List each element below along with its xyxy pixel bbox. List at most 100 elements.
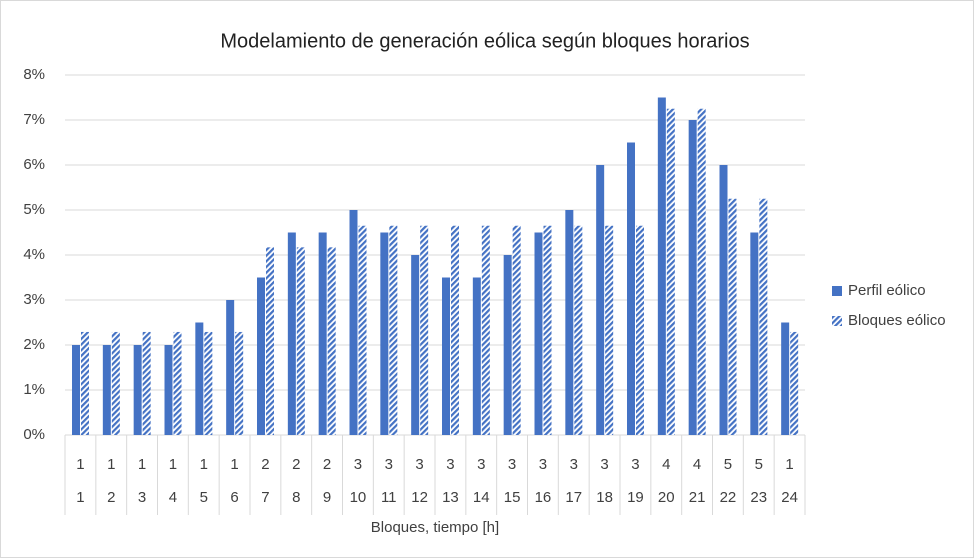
- y-tick-label: 0%: [23, 426, 45, 443]
- bar: [195, 322, 204, 435]
- bar: [389, 225, 398, 435]
- x-axis-title: Bloques, tiempo [h]: [371, 519, 499, 536]
- x-tick-label: 15: [504, 489, 521, 506]
- x-group-label: 2: [261, 456, 269, 473]
- y-tick-label: 3%: [23, 291, 45, 308]
- bar: [111, 331, 120, 435]
- x-group-label: 1: [169, 456, 177, 473]
- x-group-label: 3: [631, 456, 639, 473]
- x-group-label: 1: [107, 456, 115, 473]
- bar: [257, 277, 265, 435]
- x-group-label: 3: [600, 456, 608, 473]
- bar: [72, 345, 80, 435]
- x-tick-label: 10: [350, 489, 367, 506]
- x-group-label: 1: [138, 456, 146, 473]
- bar: [226, 300, 235, 435]
- bar: [318, 232, 327, 435]
- x-tick-label: 23: [750, 489, 767, 506]
- bar: [142, 331, 151, 435]
- x-group-label: 3: [539, 456, 547, 473]
- y-tick-label: 5%: [23, 201, 45, 218]
- bar: [596, 165, 605, 435]
- x-tick-label: 24: [781, 489, 798, 506]
- x-tick-label: 18: [596, 489, 613, 506]
- x-tick-label: 12: [411, 489, 428, 506]
- bar: [534, 232, 543, 435]
- x-group-label: 4: [693, 456, 701, 473]
- x-tick-label: 21: [689, 489, 706, 506]
- bar: [750, 232, 759, 435]
- x-group-label: 2: [323, 456, 331, 473]
- bar: [102, 345, 111, 435]
- x-tick-label: 5: [200, 489, 208, 506]
- bar: [349, 210, 358, 435]
- x-group-label: 3: [385, 456, 393, 473]
- y-tick-label: 1%: [23, 381, 45, 398]
- x-tick-label: 22: [720, 489, 737, 506]
- x-tick-label: 7: [261, 489, 269, 506]
- bar: [565, 210, 574, 435]
- x-group-label: 3: [415, 456, 423, 473]
- bar: [666, 108, 675, 435]
- bar: [327, 247, 336, 435]
- bar: [358, 225, 367, 435]
- bar: [636, 225, 644, 435]
- bar: [133, 345, 142, 435]
- bar: [164, 345, 173, 435]
- x-tick-label: 13: [442, 489, 459, 506]
- x-tick-label: 3: [138, 489, 146, 506]
- bar: [657, 97, 666, 435]
- x-tick-label: 1: [76, 489, 84, 506]
- bar: [781, 322, 790, 435]
- legend-swatch: [832, 286, 842, 296]
- x-group-label: 2: [292, 456, 300, 473]
- y-tick-label: 2%: [23, 336, 45, 353]
- bar: [296, 247, 305, 435]
- bar: [204, 331, 213, 435]
- x-tick-label: 11: [381, 489, 397, 506]
- x-tick-label: 14: [473, 489, 490, 506]
- x-tick-label: 2: [107, 489, 115, 506]
- bar: [759, 198, 768, 435]
- bar: [81, 331, 89, 435]
- x-group-label: 5: [724, 456, 732, 473]
- chart-title: Modelamiento de generación eólica según …: [220, 30, 749, 52]
- bar: [503, 255, 512, 435]
- bar: [543, 225, 552, 435]
- x-tick-label: 9: [323, 489, 331, 506]
- bar: [605, 225, 614, 435]
- x-group-label: 1: [200, 456, 208, 473]
- bar: [481, 225, 490, 435]
- bar: [719, 165, 728, 435]
- x-group-label: 3: [446, 456, 454, 473]
- x-tick-label: 16: [535, 489, 552, 506]
- bar: [235, 331, 244, 435]
- x-group-label: 3: [477, 456, 485, 473]
- x-group-label: 4: [662, 456, 670, 473]
- y-tick-label: 7%: [23, 111, 45, 128]
- bar: [472, 277, 481, 435]
- bar: [173, 331, 182, 435]
- x-group-label: 1: [230, 456, 238, 473]
- x-group-label: 3: [508, 456, 516, 473]
- legend-swatch: [832, 316, 842, 326]
- x-tick-label: 19: [627, 489, 644, 506]
- x-tick-label: 8: [292, 489, 300, 506]
- y-tick-label: 8%: [23, 66, 45, 83]
- x-group-label: 5: [755, 456, 763, 473]
- bar: [451, 225, 459, 435]
- bar: [442, 277, 450, 435]
- legend-label: Bloques eólico: [848, 312, 946, 329]
- y-tick-label: 6%: [23, 156, 45, 173]
- x-group-label: 1: [76, 456, 84, 473]
- bar: [574, 225, 583, 435]
- bar: [697, 108, 706, 435]
- bar: [688, 120, 697, 435]
- bar: [512, 225, 521, 435]
- bar: [411, 255, 420, 435]
- bar: [627, 142, 635, 435]
- x-group-label: 1: [785, 456, 793, 473]
- x-group-label: 3: [354, 456, 362, 473]
- bar: [728, 198, 737, 435]
